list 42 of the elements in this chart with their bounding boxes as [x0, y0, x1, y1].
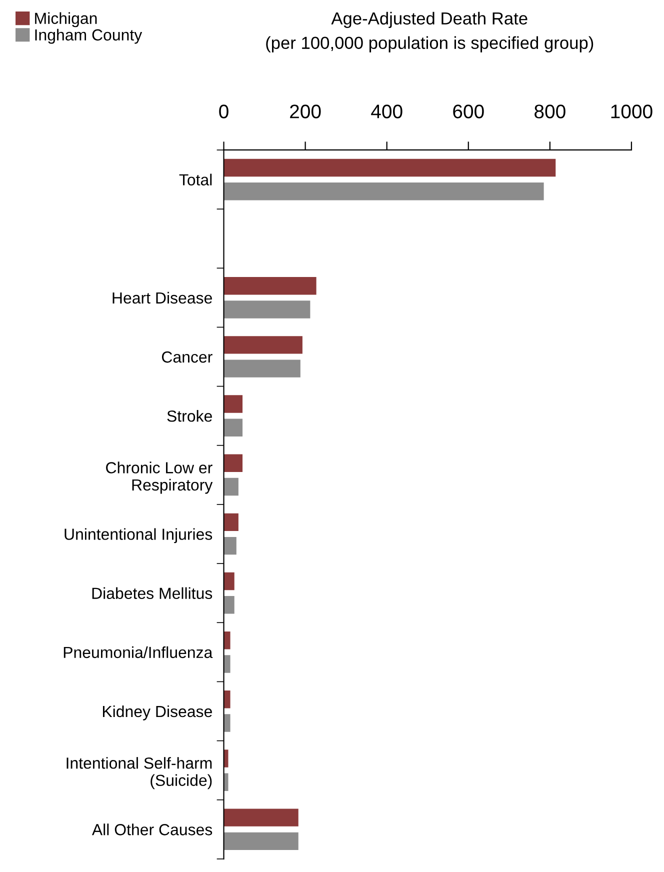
bar: [224, 336, 302, 354]
y-tick-label: Heart Disease: [112, 292, 212, 304]
bar: [224, 277, 316, 295]
bar: [224, 395, 243, 413]
chart-subtitle: (per 100,000 population is specified group): [266, 36, 594, 52]
bar: [224, 714, 230, 732]
bar: [224, 513, 238, 532]
x-tick-label: 0: [219, 104, 228, 118]
bar: [224, 536, 236, 555]
x-tick-label: 200: [290, 104, 321, 118]
x-tick-label: 600: [453, 104, 484, 118]
y-tick-label: Kidney Disease: [102, 705, 212, 720]
x-tick-label: 800: [534, 104, 566, 118]
y-tick-label: Diabetes Mellitus: [92, 587, 212, 600]
y-tick-label: Unintentional Injuries: [64, 528, 212, 544]
bar: [224, 572, 234, 590]
bar: [224, 158, 556, 177]
y-tick-label: Pneumonia/Influenza: [64, 646, 213, 658]
bar: [224, 631, 230, 650]
bar: [224, 832, 298, 850]
bar: [224, 478, 238, 496]
y-tick-label: All Other Causes: [92, 824, 212, 836]
bar: [224, 750, 228, 768]
x-tick-label: 400: [371, 104, 402, 118]
x-tick-label: 1000: [611, 104, 652, 118]
bar: [224, 418, 243, 437]
legend-label: Michigan: [35, 12, 97, 28]
y-tick-label: Stroke: [167, 410, 212, 422]
y-tick-label: Chronic Low er Respiratory: [106, 462, 213, 494]
bar: [224, 690, 230, 708]
chart-title: Age-Adjusted Death Rate: [331, 12, 528, 28]
y-tick-label: Total: [179, 174, 212, 186]
y-tick-label: Cancer: [162, 351, 212, 363]
bar: [224, 596, 234, 614]
bar: [224, 808, 298, 826]
bar: [224, 360, 300, 378]
bar: [224, 655, 230, 673]
bar: [224, 454, 243, 472]
legend-label: Ingham County: [35, 28, 142, 44]
bar: [224, 300, 310, 318]
bar: [224, 182, 544, 200]
y-tick-label: Intentional Self-harm (Suicide): [66, 757, 212, 790]
